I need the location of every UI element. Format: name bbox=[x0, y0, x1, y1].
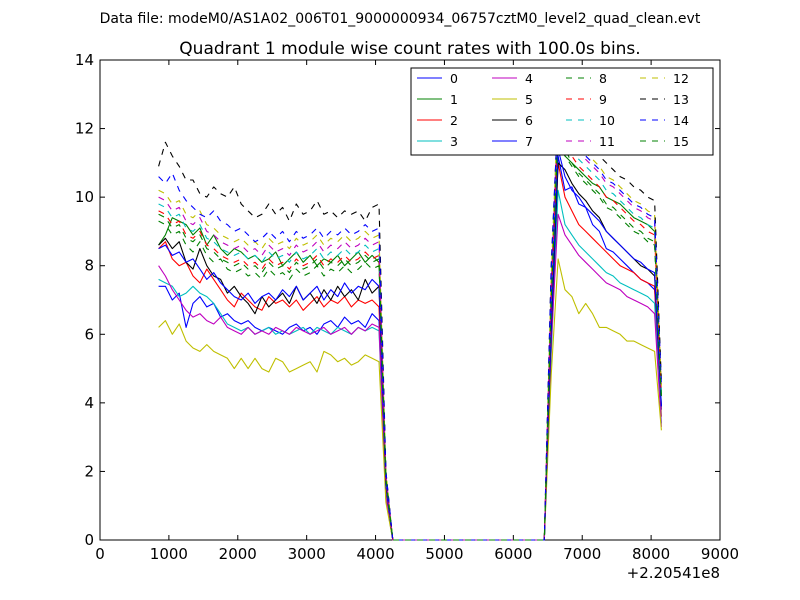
legend-label-9: 9 bbox=[599, 92, 607, 107]
x-offset-label: +2.20541e8 bbox=[627, 564, 720, 582]
x-axis: 0 1000 2000 3000 4000 5000 6000 7000 8000 9000 bbox=[95, 60, 739, 563]
series-line-4 bbox=[158, 213, 662, 541]
series-line-11 bbox=[158, 107, 662, 541]
series-line-14 bbox=[158, 107, 662, 541]
legend-label-3: 3 bbox=[450, 134, 458, 149]
series-line-7 bbox=[158, 148, 662, 541]
legend-label-8: 8 bbox=[599, 71, 607, 86]
y-tick-label: 2 bbox=[84, 462, 94, 480]
x-tick-label: 2000 bbox=[219, 545, 257, 563]
x-tick-label: 6000 bbox=[494, 545, 532, 563]
figure-suptitle: Data file: modeM0/AS1A02_006T01_90000009… bbox=[100, 11, 701, 27]
legend-label-11: 11 bbox=[599, 134, 615, 149]
legend-label-15: 15 bbox=[673, 134, 689, 149]
series-line-9 bbox=[158, 121, 662, 541]
y-tick-label: 12 bbox=[75, 120, 94, 138]
chart-title: Quadrant 1 module wise count rates with … bbox=[179, 39, 640, 59]
legend-label-5: 5 bbox=[525, 92, 533, 107]
series-line-15 bbox=[158, 128, 662, 541]
series-lines bbox=[158, 100, 662, 541]
y-tick-label: 10 bbox=[75, 188, 94, 206]
x-tick-label: 8000 bbox=[632, 545, 670, 563]
legend-label-4: 4 bbox=[525, 71, 533, 86]
series-line-6 bbox=[158, 162, 662, 541]
legend-label-10: 10 bbox=[599, 113, 615, 128]
legend-label-0: 0 bbox=[450, 71, 458, 86]
x-tick-label: 3000 bbox=[288, 545, 326, 563]
y-tick-label: 4 bbox=[84, 394, 94, 412]
series-line-3 bbox=[158, 189, 662, 541]
legend-box bbox=[410, 67, 714, 156]
series-line-10 bbox=[158, 114, 662, 541]
x-tick-label: 5000 bbox=[425, 545, 463, 563]
legend-label-1: 1 bbox=[450, 92, 458, 107]
series-line-8 bbox=[158, 134, 662, 541]
legend-label-7: 7 bbox=[525, 134, 533, 149]
legend-label-6: 6 bbox=[525, 113, 533, 128]
series-line-2 bbox=[158, 162, 662, 541]
y-tick-label: 8 bbox=[84, 257, 94, 275]
legend-label-13: 13 bbox=[673, 92, 689, 107]
x-tick-label: 7000 bbox=[563, 545, 601, 563]
y-tick-label: 14 bbox=[75, 51, 94, 69]
series-line-12 bbox=[158, 100, 662, 541]
x-tick-label: 0 bbox=[95, 545, 105, 563]
legend-label-12: 12 bbox=[673, 71, 689, 86]
legend-label-2: 2 bbox=[450, 113, 458, 128]
x-tick-label: 1000 bbox=[150, 545, 188, 563]
legend-label-14: 14 bbox=[673, 113, 689, 128]
x-tick-label: 4000 bbox=[356, 545, 394, 563]
y-tick-label: 6 bbox=[84, 325, 94, 343]
y-tick-label: 0 bbox=[84, 531, 94, 549]
series-line-5 bbox=[158, 258, 662, 541]
x-tick-label: 9000 bbox=[701, 545, 739, 563]
